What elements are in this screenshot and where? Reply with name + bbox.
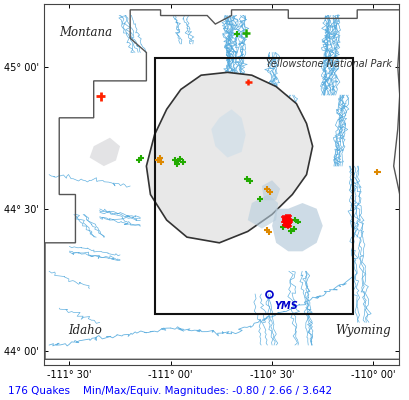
Polygon shape <box>211 109 245 158</box>
Polygon shape <box>272 203 322 251</box>
Text: Montana: Montana <box>59 26 112 39</box>
Polygon shape <box>247 194 277 229</box>
Text: YMS: YMS <box>274 301 297 311</box>
Polygon shape <box>146 72 312 243</box>
Text: 176 Quakes    Min/Max/Equiv. Magnitudes: -0.80 / 2.66 / 3.642: 176 Quakes Min/Max/Equiv. Magnitudes: -0… <box>8 386 332 396</box>
Text: Idaho: Idaho <box>68 324 102 337</box>
Text: Yellowstone National Park: Yellowstone National Park <box>265 59 391 69</box>
Polygon shape <box>261 180 279 200</box>
Bar <box>154 58 352 314</box>
Text: Wyoming: Wyoming <box>335 324 390 337</box>
Polygon shape <box>90 138 120 166</box>
